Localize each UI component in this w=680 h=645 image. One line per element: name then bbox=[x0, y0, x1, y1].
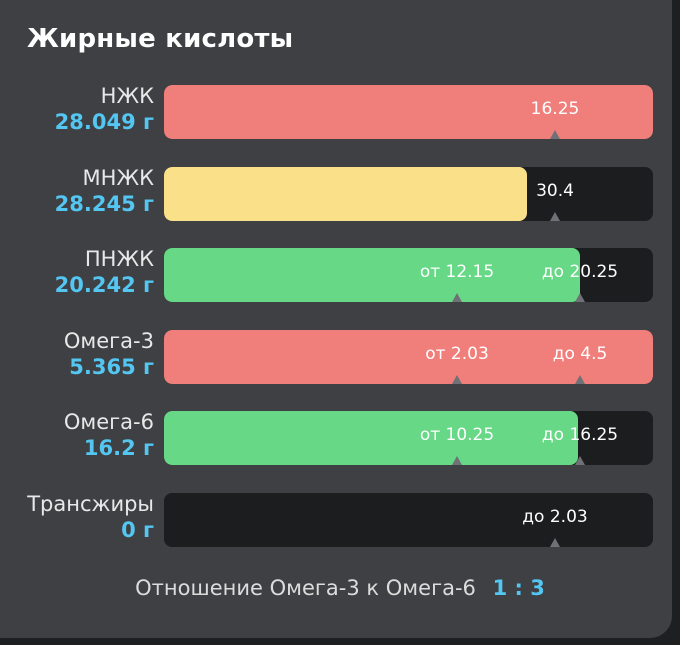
nutrient-row: ПНЖК 20.242 г от 12.15 до 20.25 bbox=[0, 246, 672, 302]
triangle-up-icon bbox=[550, 130, 560, 139]
nutrient-name: МНЖК bbox=[82, 166, 154, 190]
triangle-up-icon bbox=[452, 456, 462, 465]
fatty-acids-card: Жирные кислоты НЖК 28.049 г 16.25 МНЖК 28.24… bbox=[0, 0, 672, 638]
nutrient-name: НЖК bbox=[100, 84, 154, 108]
range-marker-label: до 2.03 bbox=[522, 507, 588, 527]
nutrient-bar-track: до 2.03 bbox=[164, 493, 653, 547]
nutrient-bar-fill bbox=[164, 411, 578, 465]
nutrient-row: НЖК 28.049 г 16.25 bbox=[0, 83, 672, 139]
nutrient-name: Трансжиры bbox=[27, 492, 154, 516]
range-marker-label: 16.25 bbox=[530, 99, 580, 119]
nutrient-bar-track: 30.4 bbox=[164, 167, 653, 221]
omega-ratio-value: 1 : 3 bbox=[492, 576, 545, 600]
nutrient-amount: 28.245 г bbox=[54, 192, 154, 216]
nutrient-row: Омега-3 5.365 г от 2.03 до 4.5 bbox=[0, 328, 672, 384]
nutrient-bar-track: от 2.03 до 4.5 bbox=[164, 330, 653, 384]
range-marker-label: от 2.03 bbox=[425, 344, 489, 364]
omega-ratio-label: Отношение Омега-3 к Омега-6 bbox=[135, 576, 476, 600]
range-marker-label: от 10.25 bbox=[419, 425, 495, 445]
triangle-up-icon bbox=[550, 212, 560, 221]
nutrient-row: Трансжиры 0 г до 2.03 bbox=[0, 491, 672, 547]
nutrient-bar-fill bbox=[164, 85, 653, 139]
nutrient-label: НЖК 28.049 г bbox=[55, 83, 154, 135]
nutrient-bar-fill bbox=[164, 248, 580, 302]
nutrient-row: МНЖК 28.245 г 30.4 bbox=[0, 165, 672, 221]
nutrient-row: Омега-6 16.2 г от 10.25 до 16.25 bbox=[0, 409, 672, 465]
nutrient-amount: 5.365 г bbox=[69, 355, 154, 379]
triangle-up-icon bbox=[575, 456, 585, 465]
triangle-up-icon bbox=[575, 375, 585, 384]
nutrient-name: Омега-3 bbox=[63, 329, 154, 353]
range-marker-label: до 20.25 bbox=[541, 262, 619, 282]
nutrient-label: МНЖК 28.245 г bbox=[55, 165, 154, 217]
nutrient-label: ПНЖК 20.242 г bbox=[55, 246, 154, 298]
nutrient-amount: 16.2 г bbox=[83, 436, 154, 460]
nutrient-label: Трансжиры 0 г bbox=[27, 491, 154, 543]
nutrient-bar-track: от 10.25 до 16.25 bbox=[164, 411, 653, 465]
nutrient-amount: 20.242 г bbox=[54, 273, 154, 297]
range-marker-label: до 16.25 bbox=[541, 425, 619, 445]
nutrient-name: Омега-6 bbox=[63, 410, 154, 434]
triangle-up-icon bbox=[452, 293, 462, 302]
nutrient-amount: 28.049 г bbox=[54, 110, 154, 134]
range-marker-label: до 4.5 bbox=[552, 344, 608, 364]
nutrient-bar-fill bbox=[164, 330, 653, 384]
nutrient-label: Омега-6 16.2 г bbox=[64, 409, 154, 461]
triangle-up-icon bbox=[550, 538, 560, 547]
nutrient-label: Омега-3 5.365 г bbox=[64, 328, 154, 380]
card-title: Жирные кислоты bbox=[27, 24, 294, 54]
range-marker-label: от 12.15 bbox=[419, 262, 495, 282]
nutrient-bar-track: от 12.15 до 20.25 bbox=[164, 248, 653, 302]
range-marker-label: 30.4 bbox=[536, 181, 574, 201]
triangle-up-icon bbox=[575, 293, 585, 302]
nutrient-name: ПНЖК bbox=[84, 247, 154, 271]
nutrient-amount: 0 г bbox=[121, 518, 154, 542]
omega-ratio: Отношение Омега-3 к Омега-6 1 : 3 bbox=[0, 576, 680, 600]
nutrient-bar-track: 16.25 bbox=[164, 85, 653, 139]
triangle-up-icon bbox=[452, 375, 462, 384]
nutrient-bar-fill bbox=[164, 167, 527, 221]
